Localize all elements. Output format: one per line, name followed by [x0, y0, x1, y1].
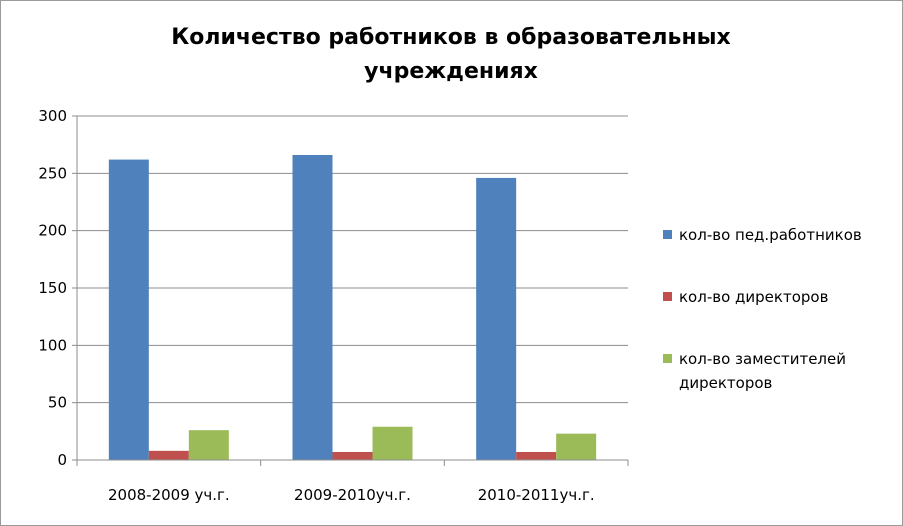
bar-teachers-0 [108, 159, 149, 460]
bar-deputies-2 [556, 433, 597, 460]
legend-label-directors: кол-во директоров [679, 288, 829, 306]
legend-swatch-deputies [663, 354, 672, 363]
legend-label-teachers: кол-во пед.работников [679, 226, 862, 244]
legend-item-directors: кол-во директоров [663, 285, 903, 309]
y-tick-label: 0 [57, 451, 67, 469]
x-tick-label: 2009-2010уч.г. [294, 486, 411, 504]
legend-item-teachers: кол-во пед.работников [663, 223, 903, 247]
y-tick-label: 150 [38, 279, 67, 297]
bar-directors-2 [516, 451, 557, 460]
y-tick-label: 300 [38, 107, 67, 125]
legend-swatch-teachers [663, 230, 672, 239]
gridlines [77, 115, 628, 404]
axes: 0 50 100 150 200 250 300 2008-2009 уч.г. 2009-20… [38, 107, 629, 504]
y-tick-label: 250 [38, 164, 67, 182]
legend-label-deputies: кол-во заместителей директоров [679, 350, 846, 392]
chart-title: Количество работников в образовательных … [171, 25, 731, 84]
y-tick-label: 100 [38, 336, 67, 354]
bar-deputies-1 [372, 426, 413, 460]
y-tick-label: 200 [38, 222, 67, 240]
bar-teachers-2 [476, 177, 517, 461]
bars [108, 154, 597, 461]
bar-directors-0 [148, 450, 189, 460]
legend-item-deputies: кол-во заместителей директоров [663, 347, 903, 395]
bar-teachers-1 [292, 154, 333, 460]
legend-swatch-directors [663, 292, 672, 301]
x-tick-label: 2010-2011уч.г. [478, 486, 595, 504]
x-tick-label: 2008-2009 уч.г. [108, 486, 230, 504]
y-tick-label: 50 [48, 394, 67, 412]
bar-directors-1 [332, 451, 373, 460]
bar-deputies-0 [188, 430, 229, 460]
